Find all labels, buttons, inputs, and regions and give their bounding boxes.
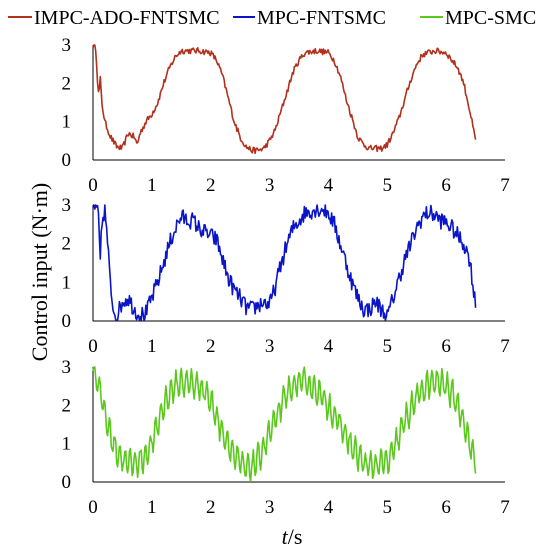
legend: IMPC-ADO-FNTSMC MPC-FNTSMC MPC-SMC xyxy=(8,7,536,29)
x-tick-label: 2 xyxy=(206,497,216,518)
y-tick-label: 0 xyxy=(62,150,72,171)
x-tick-label: 4 xyxy=(324,497,334,518)
x-tick-label: 1 xyxy=(147,175,157,196)
legend-label-3: MPC-SMC xyxy=(445,7,536,29)
y-tick-label: 2 xyxy=(62,73,72,94)
series-line-impc-ado-fntsmc xyxy=(92,44,477,155)
x-tick-label: 6 xyxy=(441,175,451,196)
x-tick-label: 3 xyxy=(265,336,275,357)
x-tick-label: 6 xyxy=(441,497,451,518)
y-tick-label: 3 xyxy=(62,195,72,216)
y-tick-label: 0 xyxy=(62,311,72,332)
x-tick-label: 5 xyxy=(383,497,393,518)
x-tick-label: 7 xyxy=(500,336,510,357)
legend-item-2: MPC-FNTSMC xyxy=(233,7,386,29)
x-tick-label: 1 xyxy=(147,336,157,357)
x-tick-label: 2 xyxy=(206,175,216,196)
chart-panel-bottom: 0 1 2 3 4 5 6 7 0 1 2 3 xyxy=(62,357,510,518)
chart-panel-middle: 0 1 2 3 4 5 6 7 0 1 2 3 xyxy=(62,195,510,357)
x-tick-label: 1 xyxy=(147,497,157,518)
x-tick-label: 2 xyxy=(206,336,216,357)
x-tick-label: 4 xyxy=(324,336,334,357)
series-line-mpc-fntsmc xyxy=(92,204,477,322)
y-tick-label: 1 xyxy=(62,434,72,455)
y-axis-title: Control input (N·m) xyxy=(27,183,52,361)
x-tick-label: 5 xyxy=(383,336,393,357)
y-tick-label: 2 xyxy=(62,234,72,255)
x-tick-label: 0 xyxy=(88,497,98,518)
series-line-mpc-smc xyxy=(92,366,477,483)
x-tick-label: 4 xyxy=(324,175,334,196)
x-tick-label: 3 xyxy=(265,175,275,196)
x-axis-title: t/s xyxy=(282,524,303,548)
x-tick-label: 7 xyxy=(500,175,510,196)
x-tick-label: 3 xyxy=(265,497,275,518)
y-tick-label: 0 xyxy=(62,472,72,493)
x-tick-label: 5 xyxy=(383,175,393,196)
y-tick-label: 1 xyxy=(62,112,72,133)
x-tick-label: 0 xyxy=(88,336,98,357)
x-tick-label: 0 xyxy=(88,175,98,196)
legend-label-2: MPC-FNTSMC xyxy=(257,7,386,29)
x-axis-title-var: t xyxy=(282,524,289,548)
x-tick-label: 7 xyxy=(500,497,510,518)
legend-item-1: IMPC-ADO-FNTSMC xyxy=(8,7,220,29)
chart-panel-top: 0 1 2 3 4 5 6 7 0 1 2 3 xyxy=(62,35,510,196)
y-tick-label: 3 xyxy=(62,357,72,378)
y-tick-label: 1 xyxy=(62,272,72,293)
legend-item-3: MPC-SMC xyxy=(420,7,536,29)
legend-label-1: IMPC-ADO-FNTSMC xyxy=(34,7,220,29)
x-axis-title-unit: /s xyxy=(288,524,303,548)
x-tick-label: 6 xyxy=(441,336,451,357)
y-tick-label: 2 xyxy=(62,395,72,416)
y-tick-label: 3 xyxy=(62,35,72,56)
